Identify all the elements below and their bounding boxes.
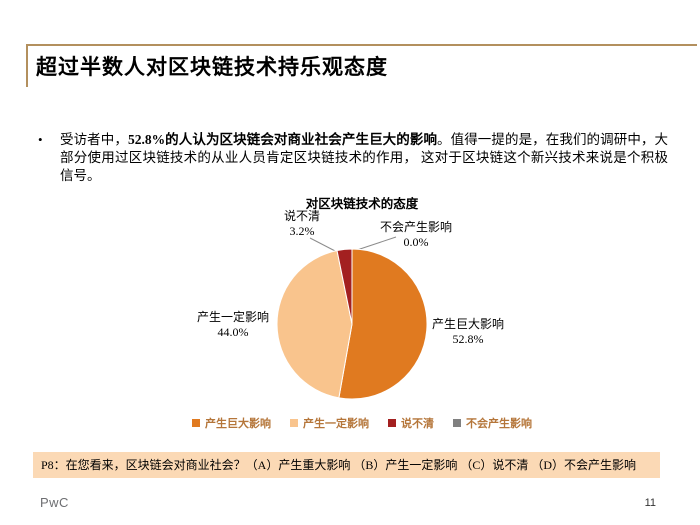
legend-swatch-huge-impact	[192, 419, 200, 427]
legend-item-huge-impact: 产生巨大影响	[192, 415, 271, 431]
bullet-item: • 受访者中，52.8%的人认为区块链会对商业社会产生巨大的影响。值得一提的是，…	[38, 131, 668, 185]
page-number: 11	[644, 497, 656, 509]
legend-label-some-impact: 产生一定影响	[303, 418, 369, 430]
legend-label-huge-impact: 产生巨大影响	[205, 418, 271, 430]
bullet-text-suffix: 。值得一提的是，在我们的调研中，大部分使用过区块链技术的从业人员肯定区块链技术的…	[60, 132, 669, 183]
page-title: 超过半数人对区块链技术持乐观态度	[36, 55, 388, 79]
legend-label-no-impact: 不会产生影响	[466, 418, 532, 430]
pie-label-some-impact-value: 44.0%	[217, 324, 249, 339]
pie-label-no-impact-value: 0.0%	[403, 234, 429, 249]
pie-chart-canvas	[276, 236, 428, 400]
pie-label-undecided-name: 说不清	[283, 209, 320, 223]
pwc-logo: PwC	[40, 495, 69, 510]
pie-label-no-impact: 不会产生影响 0.0%	[346, 220, 486, 249]
legend-item-undecided: 说不清	[388, 415, 434, 431]
legend-label-undecided: 说不清	[401, 418, 434, 430]
bullet-text: 受访者中，52.8%的人认为区块链会对商业社会产生巨大的影响。值得一提的是，在我…	[60, 131, 668, 185]
top-rule-vertical	[26, 44, 28, 87]
leader-line-undecided	[309, 237, 340, 254]
chart-legend: 产生巨大影响 产生一定影响 说不清 不会产生影响	[150, 415, 574, 431]
pie-label-undecided-value: 3.2%	[289, 223, 315, 238]
bullet-text-bold: 52.8%的人认为区块链会对商业社会产生巨大的影响	[127, 132, 438, 147]
legend-item-no-impact: 不会产生影响	[453, 415, 532, 431]
pie-label-huge-impact-name: 产生巨大影响	[431, 317, 504, 331]
legend-item-some-impact: 产生一定影响	[290, 415, 369, 431]
pie-label-undecided: 说不清 3.2%	[242, 209, 362, 238]
bullet-text-prefix: 受访者中，	[60, 132, 128, 147]
survey-question-bar: P8：在您看来，区块链会对商业社会？（A）产生重大影响 （B）产生一定影响 （C…	[33, 452, 660, 478]
chart-title: 对区块链技术的态度	[305, 197, 419, 211]
pie-label-no-impact-name: 不会产生影响	[379, 220, 452, 234]
bullet-marker: •	[38, 132, 43, 147]
pie-chart: 对区块链技术的态度 产生巨大影响 52.8% 产生一定影响 44.0% 说不清 …	[150, 190, 574, 440]
pie-slice-0	[338, 248, 428, 400]
leader-line-no-impact	[353, 236, 397, 252]
pie-label-huge-impact-value: 52.8%	[452, 331, 484, 346]
legend-swatch-no-impact	[453, 419, 461, 427]
pie-slice-2	[336, 248, 353, 325]
pie-label-some-impact: 产生一定影响 44.0%	[163, 310, 303, 339]
pie-label-huge-impact: 产生巨大影响 52.8%	[398, 317, 538, 346]
legend-swatch-undecided	[388, 419, 396, 427]
pie-slice-1	[276, 249, 353, 399]
legend-swatch-some-impact	[290, 419, 298, 427]
top-rule-horizontal	[26, 44, 697, 46]
pie-label-some-impact-name: 产生一定影响	[196, 310, 269, 324]
